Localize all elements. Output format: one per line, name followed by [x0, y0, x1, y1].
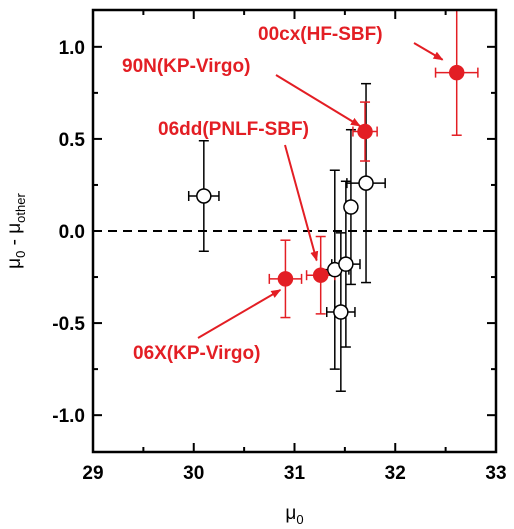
annotation-label: 06X(KP-Virgo) — [133, 343, 260, 364]
x-axis-label: μ0 — [285, 503, 303, 527]
y-tick-label: -1.0 — [52, 406, 85, 427]
x-tick-label: 29 — [82, 463, 103, 484]
open-data-point — [338, 256, 354, 272]
open-data-point — [343, 199, 359, 215]
annotations: 00cx(HF-SBF) 90N(KP-Virgo) 06dd(PNLF-SBF) 0… — [122, 24, 444, 364]
y-tick-label: -0.5 — [52, 314, 85, 335]
annotation-arrow — [413, 42, 444, 61]
y-axis-label-main: μ — [4, 258, 25, 269]
y-axis-label: μ0 - μother — [4, 193, 28, 269]
annotation-label: 00cx(HF-SBF) — [258, 24, 383, 45]
x-tick-label: 30 — [183, 463, 204, 484]
open-data-point — [196, 188, 212, 204]
x-tick-label: 32 — [385, 463, 406, 484]
open-data-point — [333, 304, 349, 320]
x-tick-label: 31 — [284, 463, 306, 484]
annotation-arrow — [197, 289, 282, 339]
data-points — [196, 64, 465, 320]
axis-tick-labels: 29 30 31 32 33 1.0 0.5 0.0 -0.5 -1.0 — [52, 38, 506, 484]
y-tick-label: 1.0 — [59, 38, 85, 59]
y-axis-label-mid: - μ — [4, 223, 25, 251]
x-axis-label-sub: 0 — [296, 512, 303, 527]
x-axis-label-main: μ — [285, 503, 296, 524]
annotation-arrow — [284, 144, 319, 262]
x-tick-label: 33 — [485, 463, 506, 484]
filled-data-point — [448, 64, 465, 81]
y-axis-label-sub: 0 — [13, 251, 28, 258]
y-tick-label: 0.0 — [59, 222, 85, 243]
plot-frame — [91, 8, 498, 454]
annotation-label: 90N(KP-Virgo) — [122, 56, 250, 77]
y-axis-label-sub2: other — [13, 193, 28, 223]
y-tick-label: 0.5 — [59, 130, 86, 151]
filled-data-point — [277, 271, 294, 287]
annotation-label: 06dd(PNLF-SBF) — [158, 119, 309, 140]
annotation-arrow — [275, 74, 361, 127]
filled-data-point — [312, 267, 329, 283]
open-data-point — [358, 175, 374, 191]
filled-data-point — [357, 123, 373, 140]
